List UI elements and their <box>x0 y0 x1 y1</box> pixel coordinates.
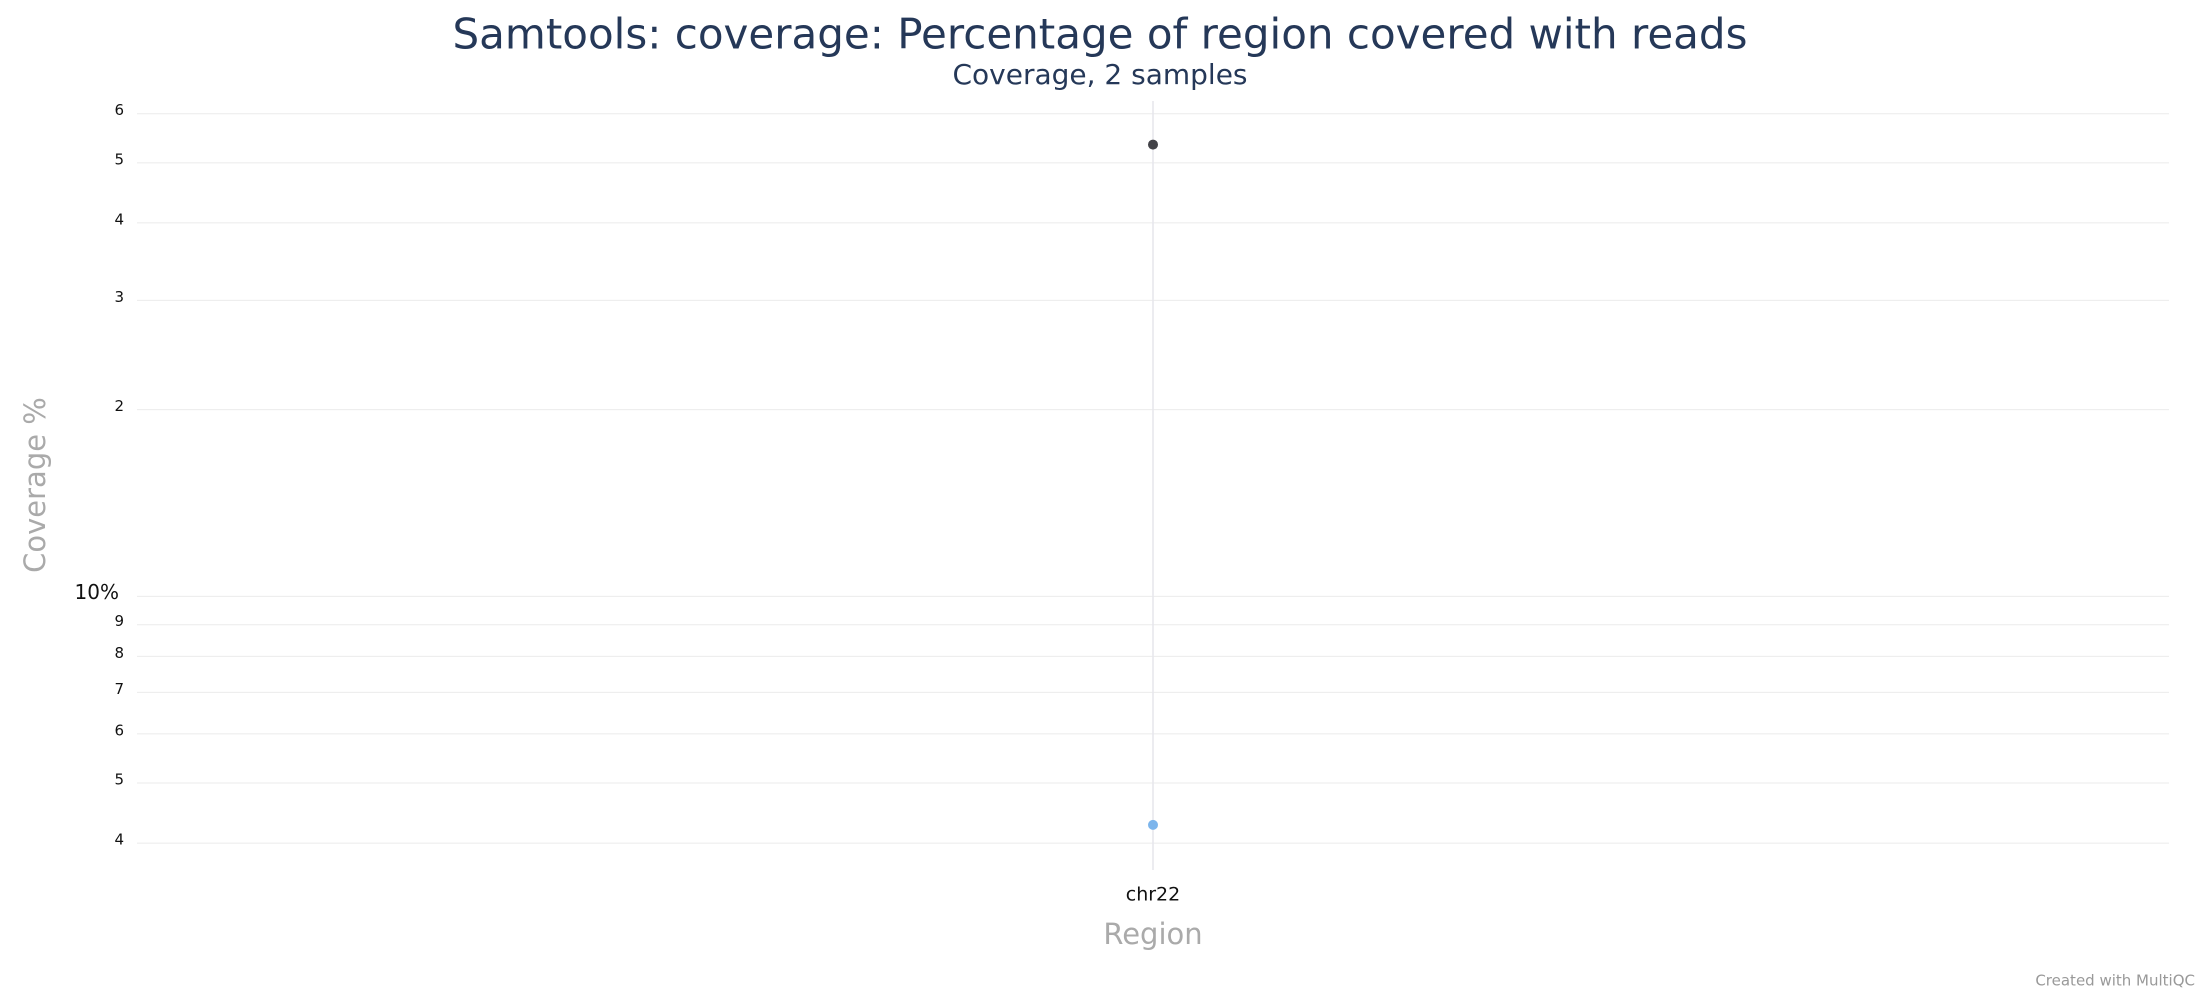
y-tick-label: 4 <box>114 831 124 849</box>
credit: Created with MultiQC <box>2035 972 2195 990</box>
chart-title: Samtools: coverage: Percentage of region… <box>453 10 1748 59</box>
y-tick-label: 4 <box>114 210 124 228</box>
y-tick-label: 8 <box>114 644 124 662</box>
y-tick-label: 2 <box>114 397 124 415</box>
y-tick-label: 7 <box>114 680 124 698</box>
y-tick-label: 5 <box>114 771 124 789</box>
x-tick-label: chr22 <box>1126 884 1180 906</box>
point <box>1148 819 1158 830</box>
point <box>1148 139 1158 150</box>
y-tick-label: 6 <box>114 721 124 739</box>
y-tick-label: 10% <box>75 580 119 604</box>
y-tick-label: 6 <box>114 101 124 119</box>
y-tick-label: 3 <box>114 288 124 306</box>
y-tick-label: 9 <box>114 612 124 630</box>
y-axis-label: Coverage % <box>18 397 52 573</box>
x-axis-label: Region <box>1103 917 1202 951</box>
y-tick-label: 5 <box>114 150 124 168</box>
chart-subtitle: Coverage, 2 samples <box>952 58 1247 91</box>
